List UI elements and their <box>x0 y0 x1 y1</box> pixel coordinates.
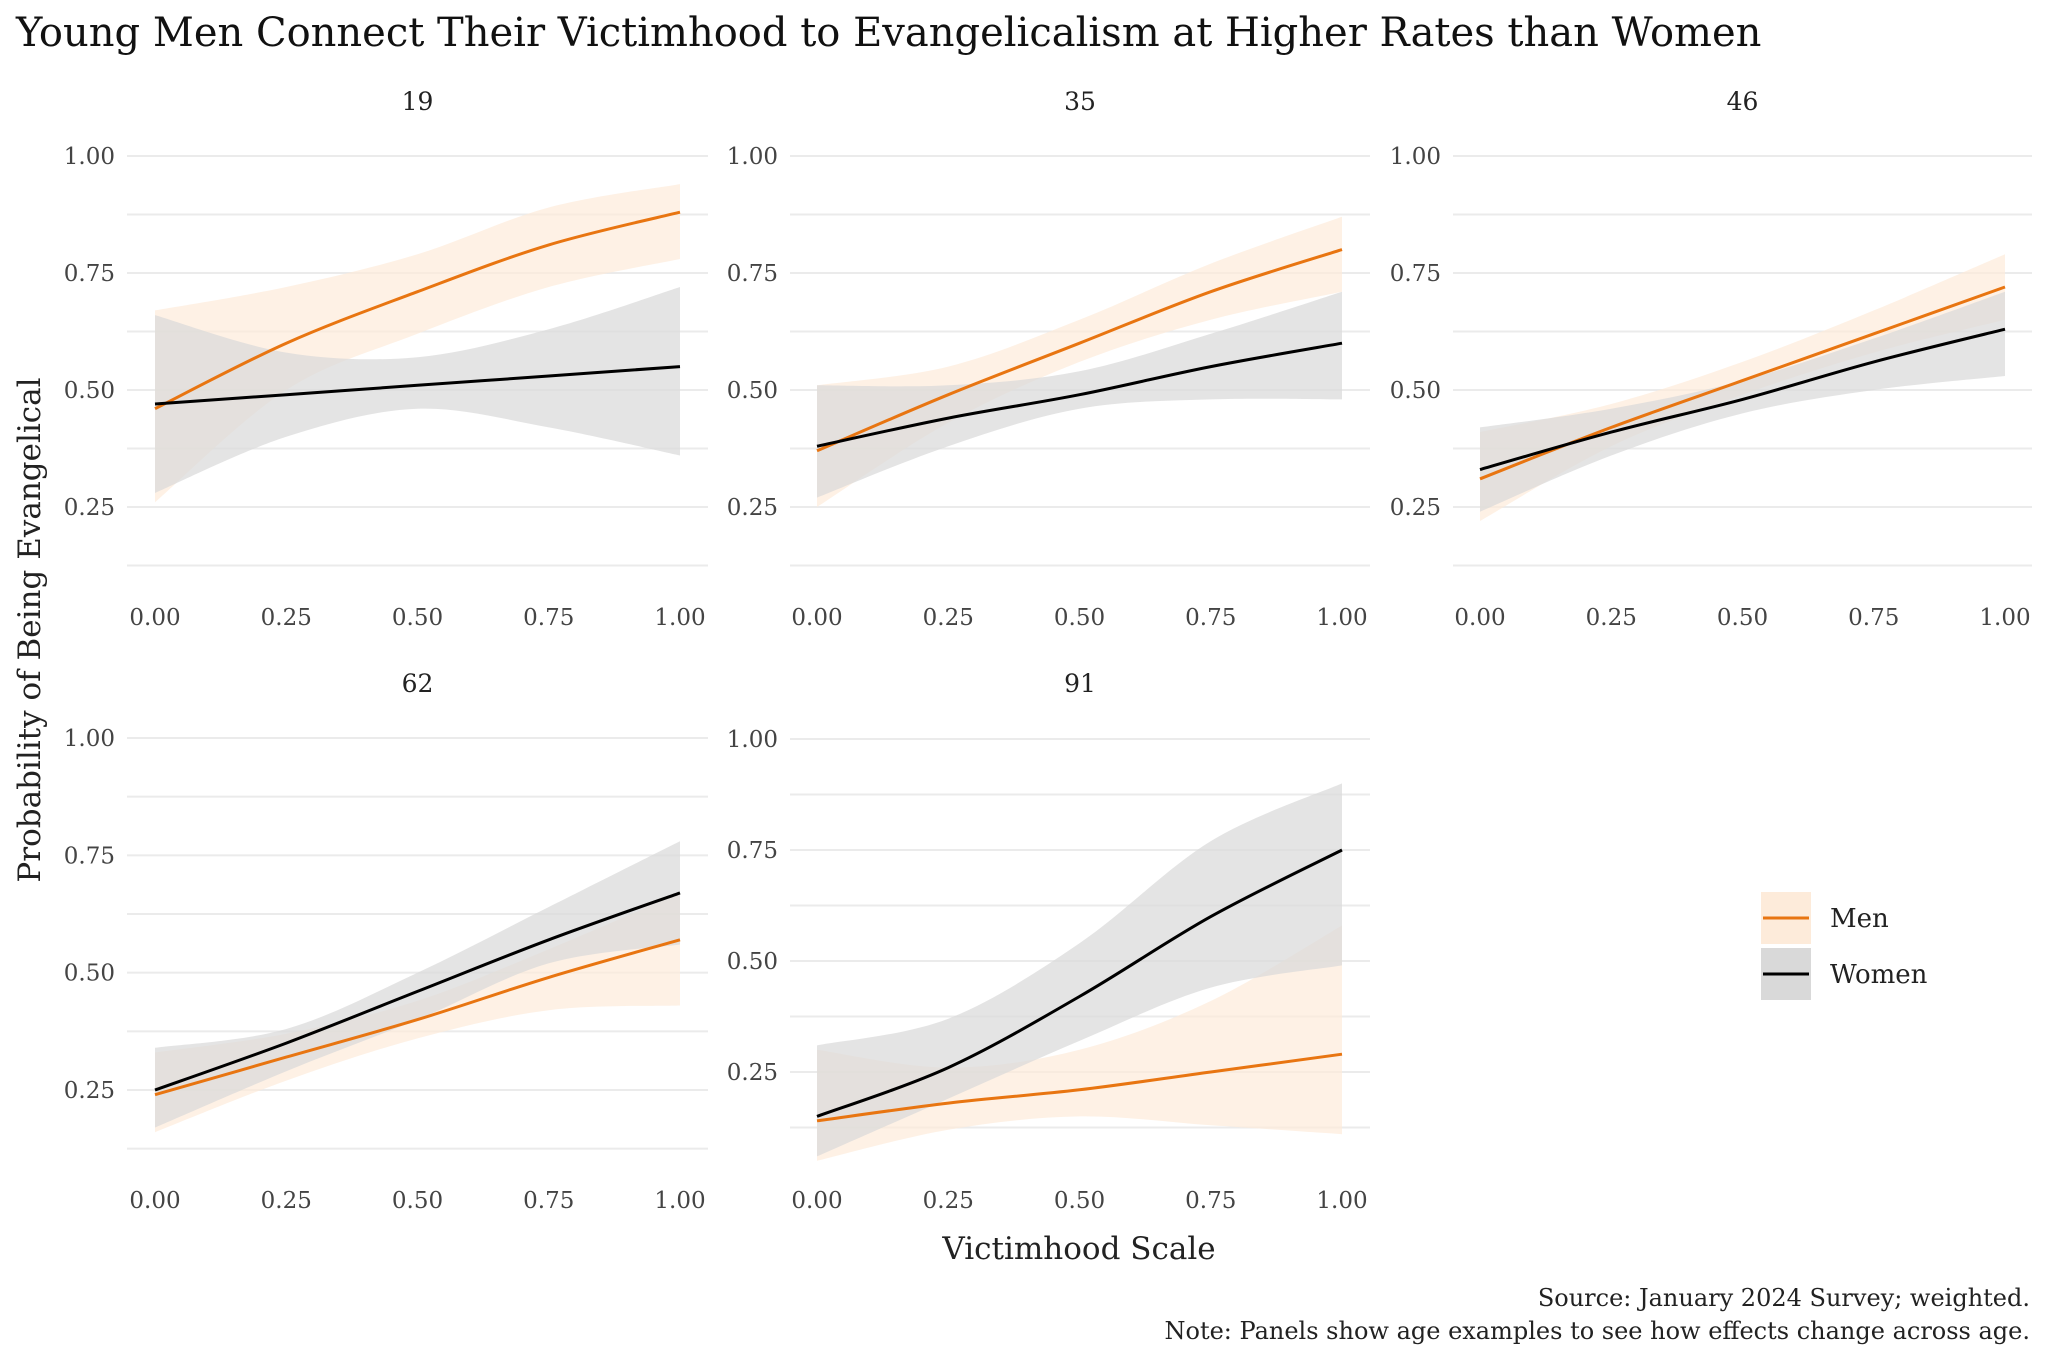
x-tick-label: 1.00 <box>1316 605 1367 631</box>
x-tick-label: 0.50 <box>1717 605 1768 631</box>
x-tick-label: 0.75 <box>1185 1188 1236 1214</box>
line-women <box>816 848 1343 1118</box>
panel-35: 35 0.25 0.50 0.75 1.00 0.00 0.25 0.50 0.75 1.00 <box>727 87 1370 631</box>
y-tick-label: 1.00 <box>727 144 778 170</box>
x-tick-label: 0.00 <box>791 605 842 631</box>
ribbon-men <box>155 184 680 503</box>
y-tick-label: 0.50 <box>64 961 115 987</box>
line-women <box>154 365 681 406</box>
x-tick-label: 0.25 <box>923 605 974 631</box>
y-tick-label: 1.00 <box>64 144 115 170</box>
y-tick-label: 0.75 <box>64 843 115 869</box>
line-women <box>154 891 681 1092</box>
y-tick-label: 1.00 <box>727 727 778 753</box>
panel-label: 91 <box>1064 669 1096 698</box>
panels: 190.250.500.751.000.00 0.25 0.50 0.75 1.0035… <box>64 87 2032 1214</box>
legend-label: Women <box>1830 960 1928 990</box>
y-axis-title: Probability of Being Evangelical <box>12 377 48 882</box>
y-tick-label: 0.75 <box>727 261 778 287</box>
line-women <box>1479 327 2006 472</box>
panel-91: 91 0.25 0.50 0.75 1.00 0.00 0.25 0.50 0.75 1.00 <box>727 669 1370 1214</box>
line-men <box>154 938 681 1097</box>
x-tick-label: 1.00 <box>1979 605 2030 631</box>
y-tick-label: 0.50 <box>64 378 115 404</box>
x-tick-label: 0.25 <box>261 605 312 631</box>
panel-label: 35 <box>1064 87 1096 116</box>
panel-62: 62 0.25 0.50 0.75 1.00 0.00 0.25 0.50 0.75 1.00 <box>64 669 708 1214</box>
ribbon-women <box>1480 291 2005 512</box>
y-tick-label: 0.25 <box>1390 495 1441 521</box>
x-axis-title: Victimhood Scale <box>941 1231 1215 1267</box>
x-tick-label: 0.50 <box>1054 1188 1105 1214</box>
legend-label: Men <box>1830 904 1889 934</box>
y-tick-label: 1.00 <box>1390 144 1441 170</box>
legend-item-women: Women <box>1761 948 1928 1000</box>
x-tick-label: 0.00 <box>129 1188 180 1214</box>
ribbon-women <box>155 287 680 493</box>
chart-title: Young Men Connect Their Victimhood to Ev… <box>15 10 1761 56</box>
y-tick-label: 1.00 <box>64 726 115 752</box>
y-tick-label: 0.25 <box>727 1060 778 1086</box>
panel-label: 19 <box>402 87 434 116</box>
x-tick-label: 0.00 <box>1454 605 1505 631</box>
x-tick-label: 0.25 <box>923 1188 974 1214</box>
x-tick-label: 0.00 <box>129 605 180 631</box>
caption-source: Source: January 2024 Survey; weighted. <box>1538 1284 2030 1312</box>
ribbon-women <box>817 783 1342 1157</box>
line-men <box>154 210 681 411</box>
y-tick-label: 0.75 <box>727 838 778 864</box>
y-tick-label: 0.25 <box>727 495 778 521</box>
x-tick-label: 1.00 <box>654 1188 705 1214</box>
x-tick-label: 0.25 <box>261 1188 312 1214</box>
x-tick-label: 0.75 <box>1848 605 1899 631</box>
x-tick-label: 0.75 <box>523 1188 574 1214</box>
x-tick-label: 0.00 <box>791 1188 842 1214</box>
line-women <box>816 341 1343 448</box>
x-tick-label: 0.75 <box>523 605 574 631</box>
line-men <box>816 248 1343 453</box>
panel-19: 19 0.25 0.50 0.75 1.00 0.00 0.25 0.50 0.75 1.00 <box>64 87 708 631</box>
x-tick-label: 0.50 <box>392 605 443 631</box>
x-tick-label: 0.50 <box>1054 605 1105 631</box>
line-men <box>816 1052 1343 1123</box>
caption-note: Note: Panels show age examples to see ho… <box>1165 1317 2031 1345</box>
y-tick-label: 0.50 <box>1390 378 1441 404</box>
x-tick-label: 1.00 <box>1316 1188 1367 1214</box>
y-tick-label: 0.25 <box>64 495 115 521</box>
y-tick-label: 0.75 <box>64 261 115 287</box>
panel-label: 46 <box>1727 87 1759 116</box>
panel-label: 62 <box>402 669 434 698</box>
x-tick-label: 0.25 <box>1586 605 1637 631</box>
y-tick-label: 0.75 <box>1390 261 1441 287</box>
x-tick-label: 1.00 <box>654 605 705 631</box>
x-tick-label: 0.50 <box>392 1188 443 1214</box>
legend: Men Women <box>1761 892 1928 1000</box>
panel-46: 46 0.25 0.50 0.75 1.00 0.00 0.25 0.50 0.75 1.00 <box>1390 87 2032 631</box>
ribbon-men <box>817 216 1342 508</box>
x-tick-label: 0.75 <box>1185 605 1236 631</box>
y-tick-label: 0.50 <box>727 949 778 975</box>
y-tick-label: 0.25 <box>64 1078 115 1104</box>
y-tick-label: 0.50 <box>727 378 778 404</box>
legend-item-men: Men <box>1761 892 1889 944</box>
